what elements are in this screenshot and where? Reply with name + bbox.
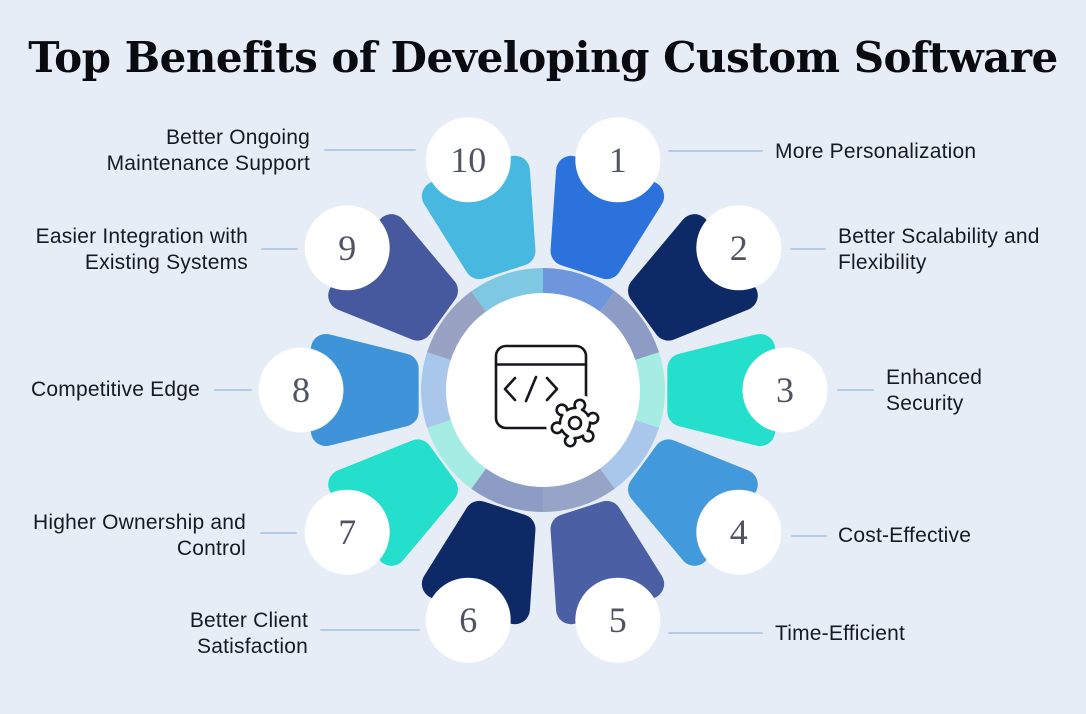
ring-segment-10 (471, 268, 543, 314)
benefit-number-circle-6 (425, 577, 511, 663)
page-title: Top Benefits of Developing Custom Softwa… (28, 33, 1058, 82)
connector-line-3 (837, 389, 874, 391)
connector-line-7 (260, 532, 297, 534)
ring-segment-3 (633, 352, 666, 428)
benefit-number-8: 8 (292, 370, 310, 410)
connector-line-10 (324, 149, 416, 151)
connector-line-1 (668, 150, 763, 152)
benefit-number-5: 5 (609, 600, 627, 640)
benefit-number-10: 10 (450, 140, 486, 180)
benefit-number-6: 6 (459, 600, 477, 640)
benefit-number-3: 3 (776, 370, 794, 410)
benefit-number-2: 2 (730, 228, 748, 268)
code-window-gear-icon (494, 344, 604, 452)
petal-7 (328, 439, 458, 566)
ring-segment-1 (543, 268, 615, 314)
benefit-number-1: 1 (609, 140, 627, 180)
benefit-label-10: Better Ongoing Maintenance Support (106, 126, 310, 175)
benefit-number-circle-9 (304, 205, 390, 291)
petal-9 (328, 214, 458, 341)
benefit-number-circle-5 (575, 577, 661, 663)
ring-segment-5 (543, 466, 615, 512)
ring-segment-2 (598, 291, 660, 361)
benefit-label-2: Better Scalability and Flexibility (838, 225, 1040, 274)
connector-line-8 (214, 389, 252, 391)
connector-line-9 (261, 248, 298, 250)
benefit-number-circle-4 (696, 489, 782, 575)
ring-segment-4 (598, 419, 660, 489)
benefit-label-6: Better Client Satisfaction (189, 609, 308, 658)
ring-segment-9 (426, 291, 488, 361)
benefit-label-4: Cost-Effective (838, 524, 972, 547)
benefit-number-circle-10 (425, 117, 511, 203)
benefit-number-7: 7 (338, 512, 356, 552)
benefit-number-circle-7 (304, 489, 390, 575)
benefit-label-7: Higher Ownership and Control (33, 511, 246, 560)
benefit-number-circle-2 (696, 205, 782, 291)
benefit-label-9: Easier Integration with Existing Systems (35, 225, 248, 274)
connector-line-2 (790, 248, 826, 250)
benefit-number-circle-1 (575, 117, 661, 203)
benefit-number-circle-3 (742, 347, 828, 433)
benefit-number-4: 4 (730, 512, 748, 552)
benefit-label-3: Enhanced Security (886, 366, 983, 415)
benefit-number-circle-8 (258, 347, 344, 433)
benefit-label-8: Competitive Edge (31, 378, 200, 401)
connector-line-6 (320, 629, 420, 631)
ring-segment-6 (471, 466, 543, 512)
center-circle (446, 293, 640, 487)
petal-3 (667, 333, 776, 447)
benefit-number-9: 9 (338, 228, 356, 268)
petal-8 (310, 333, 419, 447)
petal-2 (628, 214, 758, 341)
benefit-label-1: More Personalization (775, 140, 977, 163)
connector-line-4 (791, 535, 827, 537)
ring-segment-8 (420, 352, 453, 428)
petal-4 (628, 439, 758, 566)
connector-line-5 (668, 632, 763, 634)
ring-segment-7 (426, 419, 488, 489)
benefit-label-5: Time-Efficient (775, 622, 905, 645)
